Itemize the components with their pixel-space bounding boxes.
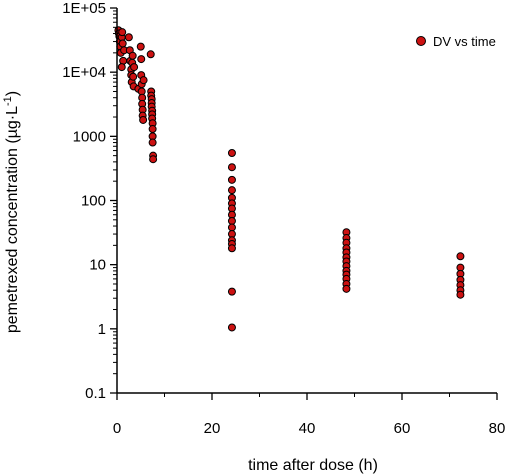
data-point bbox=[146, 50, 155, 59]
y-tick-label: 1000 bbox=[73, 128, 106, 145]
x-tick-label: 40 bbox=[299, 420, 316, 437]
y-tick-label: 0.1 bbox=[85, 385, 106, 402]
data-point bbox=[139, 76, 148, 85]
y-tick-label: 1 bbox=[98, 321, 106, 338]
data-point bbox=[227, 148, 236, 157]
data-point bbox=[227, 244, 236, 253]
data-point bbox=[118, 28, 127, 37]
x-tick-label: 80 bbox=[489, 420, 506, 437]
x-axis-ticks: 0 20 40 60 80 bbox=[113, 393, 506, 437]
data-point bbox=[148, 125, 157, 134]
x-tick-label: 60 bbox=[394, 420, 411, 437]
y-tick-label: 1E+04 bbox=[62, 64, 106, 81]
y-axis-title-superscript: -1 bbox=[2, 96, 14, 106]
y-axis-ticks: 1E+05 1E+04 1000 100 10 1 0.1 bbox=[62, 0, 117, 402]
data-point bbox=[227, 223, 236, 232]
y-axis-title-main: pemetrexed concentration (µg·L bbox=[4, 106, 21, 333]
x-axis-title: time after dose (h) bbox=[248, 457, 378, 474]
data-point bbox=[227, 186, 236, 195]
y-tick-label: 100 bbox=[81, 193, 106, 210]
data-point bbox=[148, 138, 157, 147]
y-axis-title: pemetrexed concentration (µg·L-1) bbox=[2, 91, 21, 333]
data-point bbox=[227, 323, 236, 332]
data-point bbox=[128, 51, 137, 60]
data-point bbox=[130, 63, 139, 72]
data-point bbox=[227, 163, 236, 172]
x-tick-label: 0 bbox=[113, 420, 121, 437]
legend: DV vs time bbox=[416, 34, 496, 49]
legend-label: DV vs time bbox=[433, 34, 496, 49]
legend-marker bbox=[416, 36, 426, 46]
y-tick-label: 1E+05 bbox=[62, 0, 106, 17]
data-point bbox=[456, 252, 465, 261]
data-point bbox=[118, 39, 127, 48]
data-point bbox=[129, 72, 138, 81]
data-point bbox=[117, 63, 126, 72]
data-point bbox=[227, 216, 236, 225]
data-point bbox=[149, 155, 158, 164]
y-axis-title-tail: ) bbox=[4, 91, 21, 96]
data-point bbox=[456, 290, 465, 299]
data-point bbox=[124, 33, 133, 42]
data-point bbox=[227, 287, 236, 296]
data-point bbox=[136, 42, 145, 51]
data-point bbox=[227, 175, 236, 184]
data-points bbox=[114, 26, 465, 332]
data-point bbox=[342, 284, 351, 293]
data-point bbox=[137, 55, 146, 64]
y-tick-label: 10 bbox=[89, 257, 106, 274]
x-tick-label: 20 bbox=[204, 420, 221, 437]
data-point bbox=[139, 115, 148, 124]
